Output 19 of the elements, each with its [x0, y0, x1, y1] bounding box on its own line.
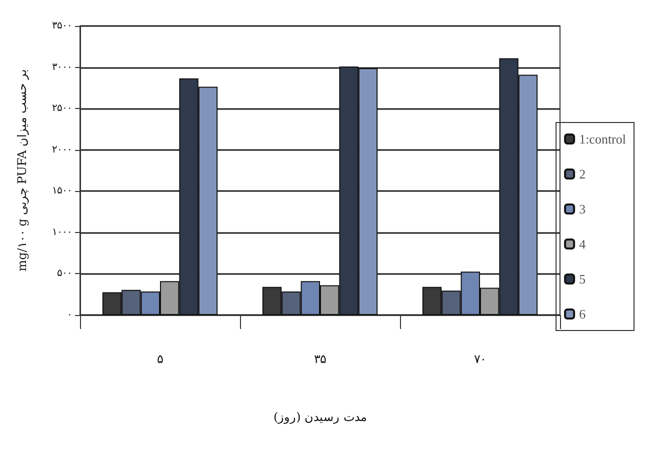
- y-tick-label: ۳۰۰۰: [52, 62, 72, 73]
- y-tick-label: ۲۵۰۰: [52, 103, 72, 114]
- y-tick-label: ۱۵۰۰: [52, 186, 72, 197]
- x-axis-title: مدت رسیدن (روز): [274, 410, 366, 424]
- legend-label: 5: [579, 272, 586, 286]
- y-tick-label: ۲۰۰۰: [52, 144, 72, 156]
- y-tick-label: ۳۵۰۰: [52, 20, 72, 32]
- y-tick-label: ۱۰۰۰: [52, 226, 72, 238]
- y-tick-label: ۰: [67, 310, 72, 320]
- legend-label: 4: [579, 236, 586, 252]
- legend-label: 1:control: [579, 132, 626, 146]
- legend-label: 6: [579, 306, 586, 322]
- x-tick-label: ۵: [157, 352, 163, 366]
- x-tick-label: ۷۰: [474, 352, 486, 366]
- y-axis-title: mg/۱۰۰ g چربی PUFA بر حسب میزان: [15, 70, 29, 272]
- legend-label: 3: [579, 202, 586, 216]
- y-tick-label: ۵۰۰: [57, 268, 72, 280]
- legend-label: 2: [579, 166, 586, 182]
- x-tick-label: ۳۵: [314, 352, 326, 366]
